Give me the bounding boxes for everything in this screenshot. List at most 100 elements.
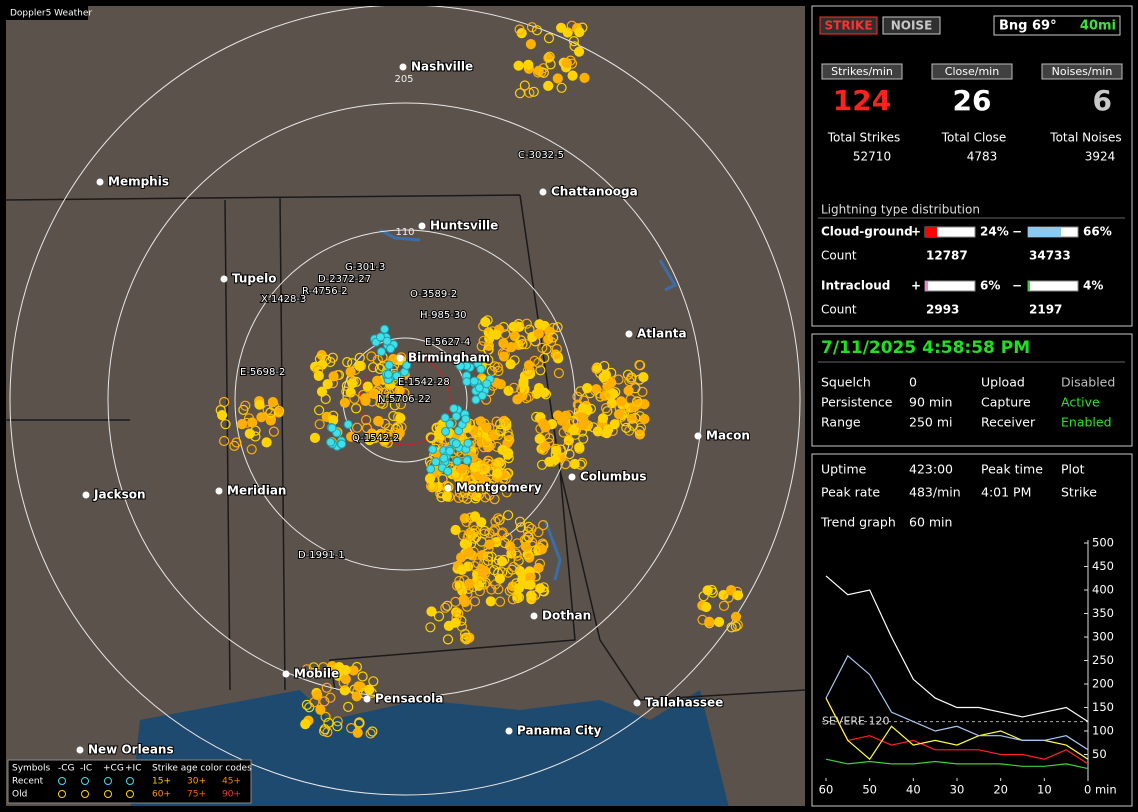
strike-symbol bbox=[349, 393, 360, 404]
strike-symbol bbox=[478, 442, 489, 453]
strike-symbol bbox=[613, 409, 625, 420]
strike-symbol bbox=[573, 46, 585, 57]
strike-symbol bbox=[526, 22, 538, 33]
setting-text: Squelch bbox=[821, 375, 871, 390]
strike-symbol bbox=[268, 426, 279, 437]
ring-label: 110 bbox=[395, 227, 414, 238]
strike-symbol bbox=[534, 558, 546, 569]
strike-symbol bbox=[450, 469, 461, 480]
strike-symbol bbox=[366, 351, 377, 362]
strike-symbol bbox=[495, 379, 506, 390]
datetime: 7/11/2025 4:58:58 PM bbox=[821, 338, 1030, 358]
city-dot bbox=[396, 354, 404, 362]
legend-symbol bbox=[81, 777, 89, 785]
rate-label: Close/min bbox=[945, 65, 999, 78]
count-value: 2993 bbox=[926, 303, 959, 317]
strike-symbol bbox=[697, 614, 708, 625]
strike-symbol bbox=[450, 524, 461, 536]
strike-symbol bbox=[373, 415, 384, 427]
strike-symbol bbox=[354, 360, 365, 372]
strike-symbol bbox=[425, 622, 436, 633]
mode-button-label: STRIKE bbox=[824, 19, 872, 33]
strike-symbol bbox=[320, 711, 331, 723]
city-dot bbox=[568, 473, 576, 481]
distribution-title: Lightning type distribution bbox=[821, 203, 980, 217]
intracloud-symbol bbox=[476, 364, 486, 374]
city-dot bbox=[82, 491, 90, 499]
storm-label: H-985-30 bbox=[420, 310, 467, 321]
city-label: New Orleans bbox=[88, 743, 174, 757]
strike-symbol bbox=[394, 385, 405, 396]
strike-symbol bbox=[713, 616, 725, 628]
strike-symbol bbox=[508, 321, 519, 332]
strike-symbol bbox=[499, 537, 510, 549]
type-label: Cloud-ground bbox=[821, 225, 913, 239]
strike-symbol bbox=[533, 527, 544, 538]
city-label: Macon bbox=[706, 429, 750, 443]
strike-symbol bbox=[539, 387, 550, 398]
legend-symbol-type: +CG bbox=[103, 764, 124, 774]
x-tick-label: 0 min bbox=[1084, 783, 1117, 797]
intracloud-symbol bbox=[462, 377, 472, 387]
strike-symbol bbox=[313, 370, 324, 381]
strike-symbol bbox=[600, 403, 612, 414]
strike-symbol bbox=[545, 59, 556, 70]
trend-line bbox=[825, 758, 1089, 770]
strike-symbol bbox=[459, 633, 471, 644]
strike-symbol bbox=[523, 59, 534, 71]
range-rings bbox=[9, 6, 801, 796]
strike-symbol bbox=[351, 376, 362, 387]
strike-symbol bbox=[361, 414, 372, 426]
pct-label: 24% bbox=[980, 225, 1009, 239]
intracloud-symbol bbox=[461, 414, 471, 424]
strike-panel bbox=[811, 5, 1133, 327]
strike-symbol bbox=[314, 405, 325, 416]
pct-bar-track bbox=[924, 280, 976, 292]
strike-symbol bbox=[540, 422, 551, 433]
strike-symbol bbox=[490, 429, 501, 440]
setting-text: Range bbox=[821, 415, 861, 430]
intracloud-symbol bbox=[382, 336, 392, 346]
city-dot bbox=[399, 63, 407, 71]
strike-symbol bbox=[327, 352, 338, 363]
strike-symbol bbox=[508, 561, 519, 573]
total-label: Total Noises bbox=[1049, 131, 1121, 145]
setting-text: 250 mi bbox=[909, 415, 952, 430]
strike-symbol bbox=[582, 383, 593, 394]
mode-button[interactable] bbox=[882, 16, 941, 35]
strike-symbol bbox=[567, 70, 578, 81]
strike-symbol bbox=[543, 32, 555, 44]
strike-symbol bbox=[246, 444, 257, 455]
y-tick-label: 200 bbox=[1092, 677, 1114, 691]
strike-symbol bbox=[609, 419, 620, 430]
rate-value: 26 bbox=[953, 84, 992, 117]
strike-symbol bbox=[384, 388, 395, 399]
strike-symbol bbox=[469, 462, 480, 473]
stat-text: Peak rate bbox=[821, 485, 880, 500]
bearing-box bbox=[993, 15, 1121, 36]
strike-symbol bbox=[492, 468, 503, 479]
strike-symbol bbox=[544, 51, 555, 62]
strike-symbol bbox=[627, 420, 639, 431]
city-dot bbox=[282, 670, 290, 678]
strike-symbol bbox=[502, 449, 513, 460]
strike-symbol bbox=[436, 492, 447, 503]
intracloud-symbol bbox=[386, 344, 396, 354]
x-tick-label: 40 bbox=[906, 783, 921, 797]
strike-symbol bbox=[456, 552, 467, 563]
strike-symbol bbox=[469, 596, 480, 607]
trend-window: 60 min bbox=[909, 515, 952, 530]
city-dot bbox=[625, 330, 633, 338]
city-dot bbox=[694, 432, 702, 440]
stat-text: Plot bbox=[1061, 462, 1085, 477]
severe-label: SEVERE 120 bbox=[822, 715, 890, 728]
city-label: Huntsville bbox=[430, 219, 498, 233]
setting-text: Active bbox=[1061, 395, 1100, 410]
strike-symbol bbox=[346, 431, 357, 442]
mode-button-label: NOISE bbox=[891, 19, 933, 33]
mode-button[interactable] bbox=[819, 16, 878, 35]
trend-panel bbox=[811, 453, 1133, 807]
count-value: 34733 bbox=[1029, 249, 1071, 263]
intracloud-symbol bbox=[443, 466, 453, 476]
